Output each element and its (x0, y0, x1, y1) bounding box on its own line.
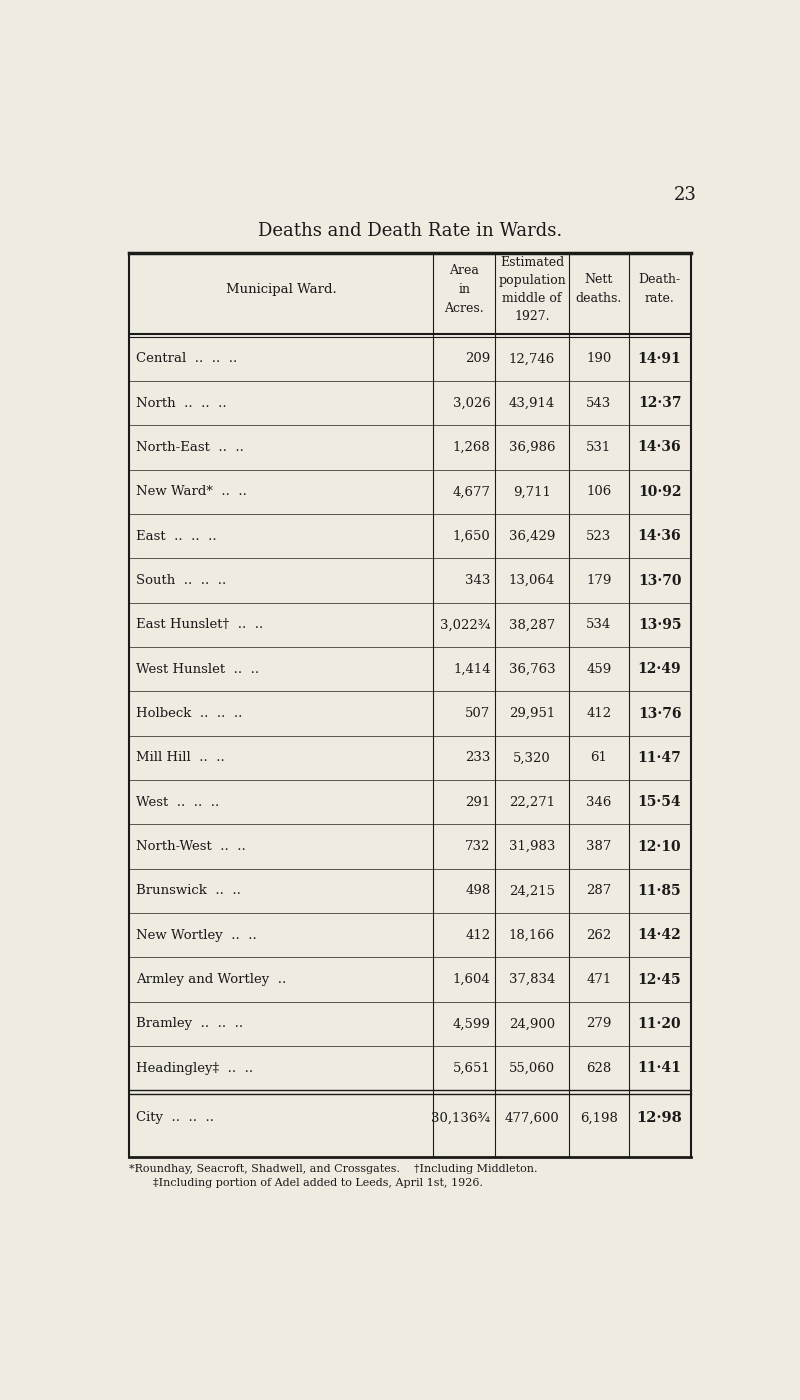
Text: 12·10: 12·10 (638, 840, 682, 854)
Text: 1,604: 1,604 (453, 973, 490, 986)
Text: 13·70: 13·70 (638, 574, 682, 588)
Text: Central  ..  ..  ..: Central .. .. .. (136, 353, 237, 365)
Text: Mill Hill  ..  ..: Mill Hill .. .. (136, 752, 224, 764)
Text: 4,599: 4,599 (453, 1018, 490, 1030)
Text: Deaths and Death Rate in Wards.: Deaths and Death Rate in Wards. (258, 223, 562, 241)
Text: 15·54: 15·54 (638, 795, 682, 809)
Text: 55,060: 55,060 (509, 1061, 555, 1075)
Text: North  ..  ..  ..: North .. .. .. (136, 396, 226, 410)
Text: 179: 179 (586, 574, 611, 587)
Text: 1,268: 1,268 (453, 441, 490, 454)
Text: 262: 262 (586, 928, 611, 942)
Text: East  ..  ..  ..: East .. .. .. (136, 529, 216, 543)
Text: 61: 61 (590, 752, 607, 764)
Text: 106: 106 (586, 486, 611, 498)
Text: 43,914: 43,914 (509, 396, 555, 410)
Text: 543: 543 (586, 396, 611, 410)
Text: South  ..  ..  ..: South .. .. .. (136, 574, 226, 587)
Text: 534: 534 (586, 619, 611, 631)
Text: 14·36: 14·36 (638, 529, 682, 543)
Text: West  ..  ..  ..: West .. .. .. (136, 795, 219, 809)
Text: 12·49: 12·49 (638, 662, 682, 676)
Text: 12·98: 12·98 (637, 1110, 682, 1124)
Text: Area
in
Acres.: Area in Acres. (445, 263, 484, 315)
Text: Brunswick  ..  ..: Brunswick .. .. (136, 885, 241, 897)
Text: 13·95: 13·95 (638, 617, 682, 631)
Text: 37,834: 37,834 (509, 973, 555, 986)
Text: 12·37: 12·37 (638, 396, 682, 410)
Text: Nett
deaths.: Nett deaths. (575, 273, 622, 305)
Text: 22,271: 22,271 (509, 795, 555, 809)
Text: 24,215: 24,215 (509, 885, 555, 897)
Text: 1,650: 1,650 (453, 529, 490, 543)
Text: 279: 279 (586, 1018, 611, 1030)
Text: New Ward*  ..  ..: New Ward* .. .. (136, 486, 246, 498)
Text: 29,951: 29,951 (509, 707, 555, 720)
Text: 459: 459 (586, 662, 611, 676)
Text: 628: 628 (586, 1061, 611, 1075)
Text: 14·36: 14·36 (638, 441, 682, 455)
Text: 12·45: 12·45 (638, 973, 682, 987)
Text: 6,198: 6,198 (580, 1112, 618, 1124)
Text: 11·20: 11·20 (638, 1016, 682, 1030)
Text: 18,166: 18,166 (509, 928, 555, 942)
Text: 1,414: 1,414 (453, 662, 490, 676)
Text: 13·76: 13·76 (638, 707, 682, 721)
Text: 4,677: 4,677 (453, 486, 490, 498)
Text: 36,763: 36,763 (509, 662, 555, 676)
Text: North-West  ..  ..: North-West .. .. (136, 840, 246, 853)
Text: 11·47: 11·47 (638, 750, 682, 764)
Text: 14·91: 14·91 (638, 351, 682, 365)
Text: 36,429: 36,429 (509, 529, 555, 543)
Text: 190: 190 (586, 353, 611, 365)
Text: 498: 498 (466, 885, 490, 897)
Text: Municipal Ward.: Municipal Ward. (226, 283, 337, 295)
Text: 471: 471 (586, 973, 611, 986)
Text: New Wortley  ..  ..: New Wortley .. .. (136, 928, 256, 942)
Text: 477,600: 477,600 (505, 1112, 559, 1124)
Text: 412: 412 (586, 707, 611, 720)
Text: 36,986: 36,986 (509, 441, 555, 454)
Text: Armley and Wortley  ..: Armley and Wortley .. (136, 973, 286, 986)
Text: Headingley‡  ..  ..: Headingley‡ .. .. (136, 1061, 253, 1075)
Text: 12,746: 12,746 (509, 353, 555, 365)
Text: 31,983: 31,983 (509, 840, 555, 853)
Text: 343: 343 (466, 574, 490, 587)
Text: 3,026: 3,026 (453, 396, 490, 410)
Text: Estimated
population
middle of
1927.: Estimated population middle of 1927. (498, 256, 566, 323)
Text: 291: 291 (466, 795, 490, 809)
Text: 30,136¾: 30,136¾ (431, 1112, 490, 1124)
Text: City  ..  ..  ..: City .. .. .. (136, 1112, 214, 1124)
Text: Bramley  ..  ..  ..: Bramley .. .. .. (136, 1018, 242, 1030)
Text: 531: 531 (586, 441, 611, 454)
Text: *Roundhay, Seacroft, Shadwell, and Crossgates.    †Including Middleton.: *Roundhay, Seacroft, Shadwell, and Cross… (130, 1163, 538, 1175)
Text: 732: 732 (466, 840, 490, 853)
Text: 233: 233 (466, 752, 490, 764)
Text: 11·85: 11·85 (638, 883, 682, 897)
Text: 9,711: 9,711 (513, 486, 551, 498)
Text: 14·42: 14·42 (638, 928, 682, 942)
Text: 10·92: 10·92 (638, 484, 682, 498)
Text: 3,022¾: 3,022¾ (440, 619, 490, 631)
Text: 38,287: 38,287 (509, 619, 555, 631)
Text: 23: 23 (674, 186, 697, 204)
Text: 24,900: 24,900 (509, 1018, 555, 1030)
Text: ‡Including portion of Adel added to Leeds, April 1st, 1926.: ‡Including portion of Adel added to Leed… (153, 1177, 482, 1187)
Text: 387: 387 (586, 840, 611, 853)
Text: 412: 412 (466, 928, 490, 942)
Text: 5,651: 5,651 (453, 1061, 490, 1075)
Text: 287: 287 (586, 885, 611, 897)
Text: 523: 523 (586, 529, 611, 543)
Text: Death-
rate.: Death- rate. (638, 273, 681, 305)
Text: 13,064: 13,064 (509, 574, 555, 587)
Text: 507: 507 (466, 707, 490, 720)
Text: 11·41: 11·41 (638, 1061, 682, 1075)
Text: West Hunslet  ..  ..: West Hunslet .. .. (136, 662, 258, 676)
Text: 5,320: 5,320 (513, 752, 551, 764)
Text: 346: 346 (586, 795, 611, 809)
Text: East Hunslet†  ..  ..: East Hunslet† .. .. (136, 619, 263, 631)
Text: Holbeck  ..  ..  ..: Holbeck .. .. .. (136, 707, 242, 720)
Text: 209: 209 (466, 353, 490, 365)
Text: North-East  ..  ..: North-East .. .. (136, 441, 243, 454)
